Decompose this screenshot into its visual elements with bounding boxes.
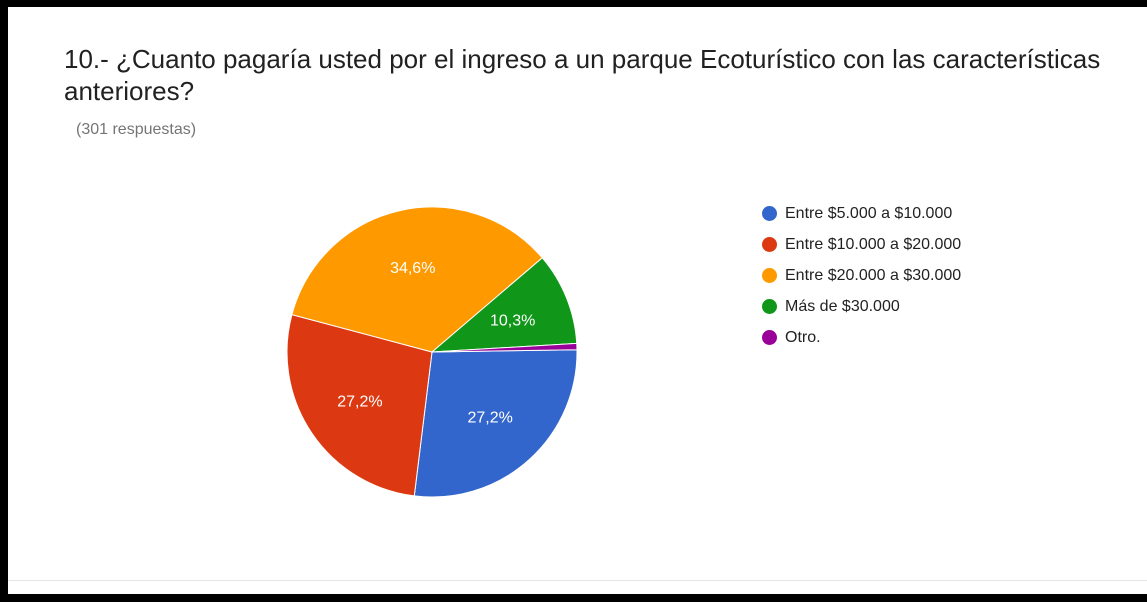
slice-label-4: 10,3% [490,312,535,329]
legend-swatch-icon [762,268,777,283]
legend-label: Más de $30.000 [785,298,900,316]
slice-label-2: 27,2% [337,394,382,411]
legend-label: Entre $5.000 a $10.000 [785,205,952,223]
legend-swatch-icon [762,237,777,252]
legend-label: Entre $10.000 a $20.000 [785,236,961,254]
legend: Entre $5.000 a $10.000 Entre $10.000 a $2… [762,198,961,353]
legend-item-5[interactable]: Otro. [762,322,961,353]
legend-swatch-icon [762,299,777,314]
legend-item-1[interactable]: Entre $5.000 a $10.000 [762,198,961,229]
legend-item-2[interactable]: Entre $10.000 a $20.000 [762,229,961,260]
legend-item-3[interactable]: Entre $20.000 a $30.000 [762,260,961,291]
legend-item-4[interactable]: Más de $30.000 [762,291,961,322]
legend-swatch-icon [762,330,777,345]
slice-label-1: 27,2% [467,410,512,427]
legend-swatch-icon [762,206,777,221]
legend-label: Entre $20.000 a $30.000 [785,267,961,285]
legend-label: Otro. [785,329,821,347]
slice-label-3: 34,6% [390,260,435,277]
